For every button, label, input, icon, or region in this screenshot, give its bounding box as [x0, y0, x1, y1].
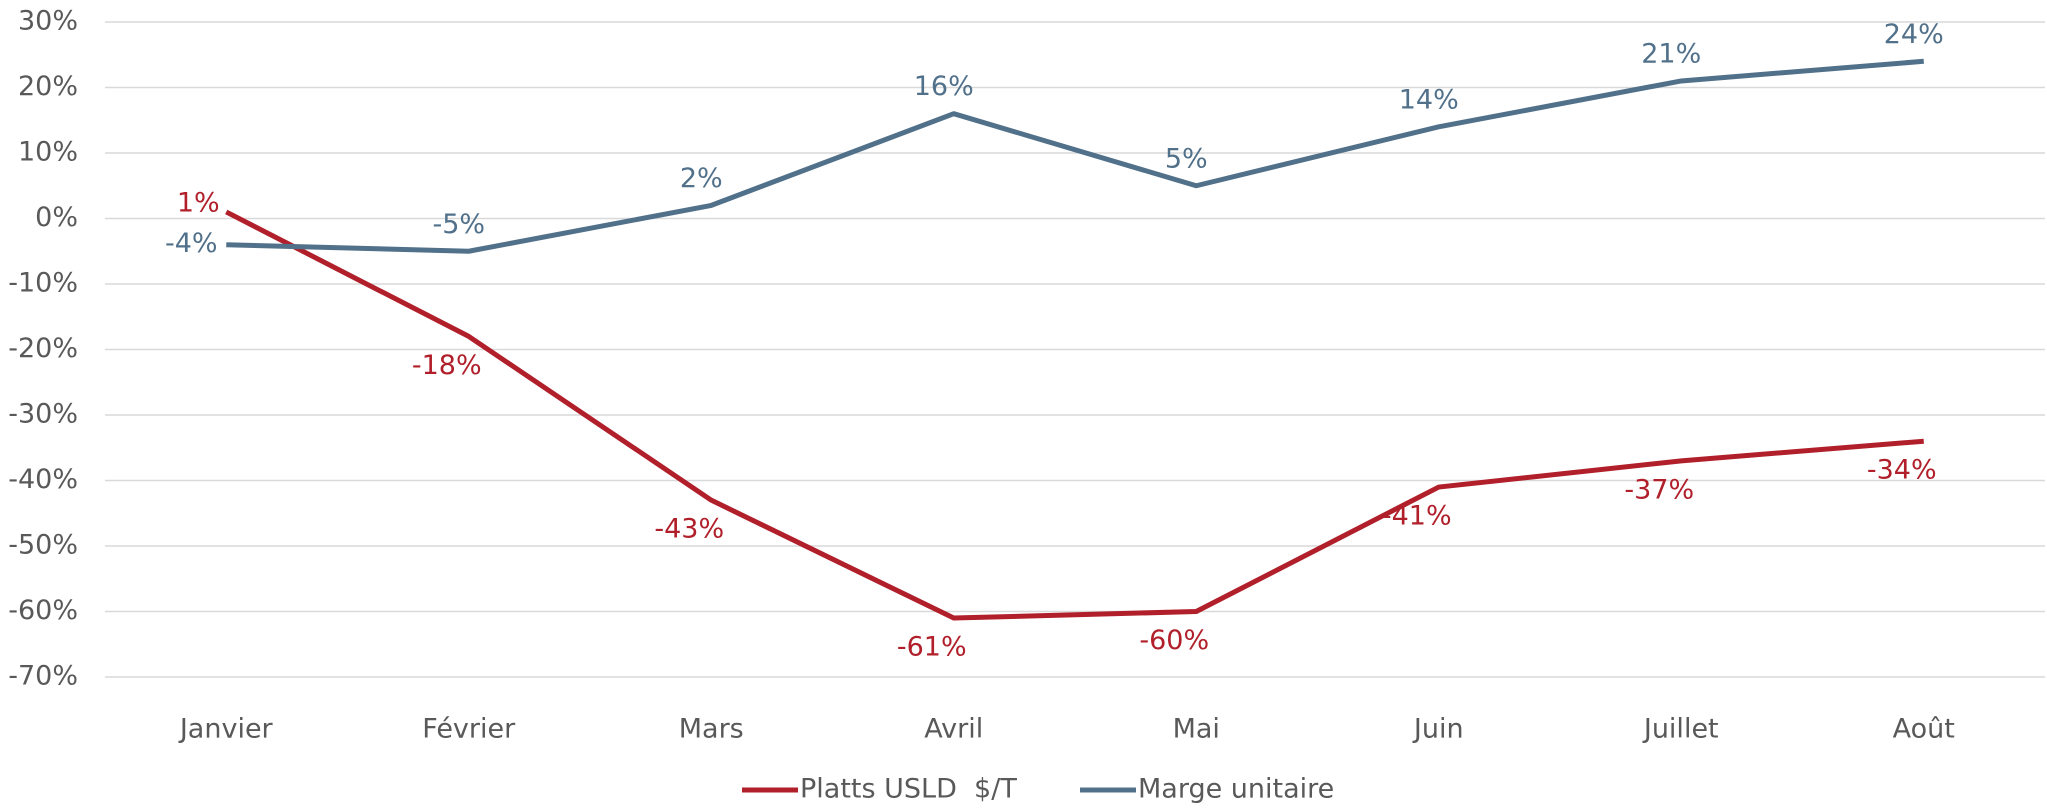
- data-label: 5%: [1165, 143, 1208, 174]
- data-label: 2%: [680, 163, 723, 194]
- data-label: 14%: [1399, 84, 1459, 115]
- x-tick-label: Janvier: [178, 714, 274, 745]
- x-tick-label: Avril: [924, 714, 983, 745]
- x-tick-label: Août: [1893, 714, 1955, 745]
- x-tick-label: Mars: [679, 714, 744, 745]
- y-tick-label: -10%: [8, 268, 78, 299]
- data-label: -61%: [897, 632, 967, 663]
- data-label: 16%: [914, 71, 974, 102]
- series-line: [226, 58, 1924, 254]
- data-label: -41%: [1382, 501, 1452, 532]
- y-tick-label: 10%: [18, 137, 78, 168]
- y-tick-label: -50%: [8, 530, 78, 561]
- data-label: -43%: [654, 514, 724, 545]
- data-label: -34%: [1867, 455, 1937, 486]
- data-label: 21%: [1641, 38, 1701, 69]
- x-tick-label: Juin: [1412, 714, 1464, 745]
- data-label: -18%: [412, 350, 482, 381]
- x-tick-label: Février: [422, 714, 516, 745]
- data-label: -5%: [432, 209, 485, 240]
- legend-label: Marge unitaire: [1138, 774, 1334, 805]
- y-tick-label: -40%: [8, 464, 78, 495]
- y-tick-label: -60%: [8, 595, 78, 626]
- x-tick-label: Mai: [1173, 714, 1220, 745]
- y-tick-label: -70%: [8, 661, 78, 692]
- y-tick-label: -30%: [8, 399, 78, 430]
- data-label: -37%: [1624, 474, 1694, 505]
- legend-label: Platts USLD $/T: [800, 774, 1017, 805]
- series-line: [225, 209, 1924, 621]
- data-label: -60%: [1139, 625, 1209, 656]
- x-tick-label: Juillet: [1642, 714, 1719, 745]
- y-tick-label: 30%: [18, 6, 78, 37]
- y-tick-label: -20%: [8, 333, 78, 364]
- data-label: -4%: [165, 228, 218, 259]
- data-label: 24%: [1884, 19, 1944, 50]
- y-tick-label: 0%: [35, 202, 78, 233]
- data-label: 1%: [177, 187, 220, 218]
- y-tick-label: 20%: [18, 71, 78, 102]
